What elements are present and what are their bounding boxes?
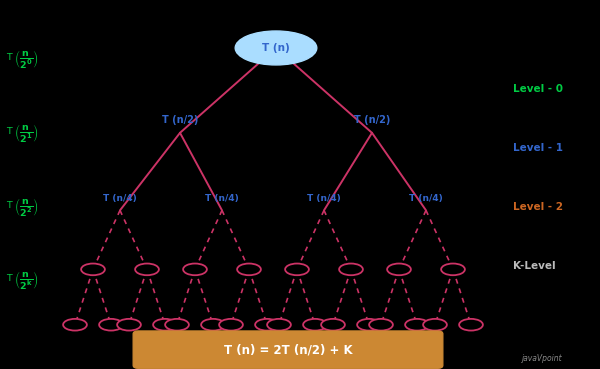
- Ellipse shape: [405, 319, 429, 331]
- FancyBboxPatch shape: [133, 331, 443, 368]
- Ellipse shape: [321, 319, 345, 331]
- Ellipse shape: [255, 319, 279, 331]
- Ellipse shape: [459, 319, 483, 331]
- Text: T (n): T (n): [262, 43, 290, 53]
- Ellipse shape: [99, 319, 123, 331]
- Ellipse shape: [369, 319, 393, 331]
- Ellipse shape: [237, 263, 261, 275]
- Ellipse shape: [235, 31, 317, 65]
- Ellipse shape: [339, 263, 363, 275]
- Ellipse shape: [423, 319, 447, 331]
- Ellipse shape: [153, 319, 177, 331]
- Ellipse shape: [81, 263, 105, 275]
- Text: T (n) = 2T (n/2) + K: T (n) = 2T (n/2) + K: [224, 343, 352, 356]
- Text: javaVpoint: javaVpoint: [522, 355, 563, 363]
- Text: T (n/2): T (n/2): [162, 115, 198, 125]
- Ellipse shape: [165, 319, 189, 331]
- Text: Level - 2: Level - 2: [513, 201, 563, 212]
- Ellipse shape: [285, 263, 309, 275]
- Text: T (n/4): T (n/4): [307, 194, 341, 203]
- Text: T (n/4): T (n/4): [205, 194, 239, 203]
- Text: Level - 0: Level - 0: [513, 83, 563, 94]
- Ellipse shape: [387, 263, 411, 275]
- Ellipse shape: [267, 319, 291, 331]
- Ellipse shape: [63, 319, 87, 331]
- Ellipse shape: [219, 319, 243, 331]
- Ellipse shape: [357, 319, 381, 331]
- Text: K-Level: K-Level: [513, 261, 556, 271]
- Text: T (n/2): T (n/2): [354, 115, 390, 125]
- Ellipse shape: [183, 263, 207, 275]
- Ellipse shape: [303, 319, 327, 331]
- Text: T $\left(\dfrac{\mathbf{n}}{\mathbf{2^{2}}}\right)$: T $\left(\dfrac{\mathbf{n}}{\mathbf{2^{2…: [6, 196, 39, 218]
- Text: T $\left(\dfrac{\mathbf{n}}{\mathbf{2^{0}}}\right)$: T $\left(\dfrac{\mathbf{n}}{\mathbf{2^{0…: [6, 48, 39, 70]
- Ellipse shape: [201, 319, 225, 331]
- Text: T $\left(\dfrac{\mathbf{n}}{\mathbf{2^{1}}}\right)$: T $\left(\dfrac{\mathbf{n}}{\mathbf{2^{1…: [6, 122, 39, 144]
- Text: T $\left(\dfrac{\mathbf{n}}{\mathbf{2^{k}}}\right)$: T $\left(\dfrac{\mathbf{n}}{\mathbf{2^{k…: [6, 269, 38, 292]
- Text: T (n/4): T (n/4): [103, 194, 137, 203]
- Ellipse shape: [135, 263, 159, 275]
- Text: T (n/4): T (n/4): [409, 194, 443, 203]
- Ellipse shape: [117, 319, 141, 331]
- Text: Level - 1: Level - 1: [513, 142, 563, 153]
- Ellipse shape: [441, 263, 465, 275]
